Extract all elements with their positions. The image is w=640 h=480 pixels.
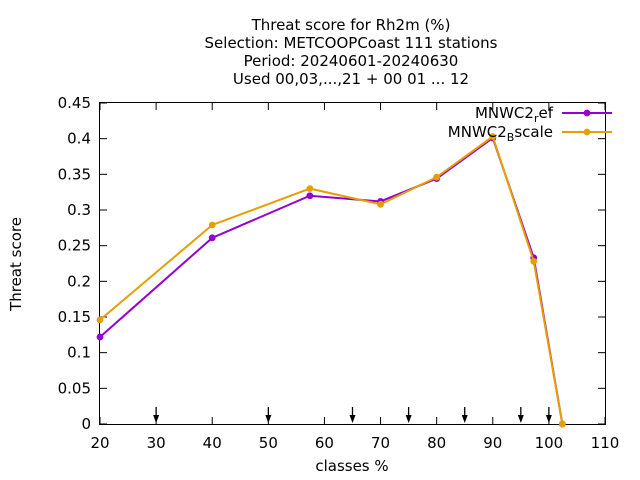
legend-swatch-marker	[583, 128, 591, 136]
x-tick-label: 60	[315, 434, 334, 452]
threshold-arrow	[461, 407, 468, 423]
data-point	[530, 257, 538, 265]
series-line	[99, 136, 564, 425]
x-axis-ticks: 20 30 40 50 60 70 80 90 100 110	[90, 103, 619, 452]
x-tick-label: 20	[90, 434, 109, 452]
series-2	[96, 133, 566, 428]
y-axis-label: Threat score	[7, 217, 25, 312]
data-point	[306, 185, 314, 193]
legend-label: MNWC2ref	[475, 104, 554, 125]
y-tick-label: 0.2	[67, 272, 91, 290]
series-line	[99, 134, 564, 425]
y-tick-label: 0.45	[58, 94, 91, 112]
legend-entry: MNWC2Bscale	[448, 123, 612, 144]
series-1	[96, 134, 566, 428]
title-line-4: Used 00,03,...,21 + 00 01 ... 12	[233, 70, 469, 88]
data-point	[377, 200, 384, 208]
x-tick-label: 80	[427, 434, 446, 452]
x-tick-label: 110	[591, 434, 620, 452]
data-point	[208, 234, 216, 242]
data-point	[96, 316, 104, 324]
data-point	[558, 420, 566, 428]
title-line-1: Threat score for Rh2m (%)	[251, 16, 451, 34]
y-tick-label: 0.35	[58, 165, 91, 183]
y-tick-label: 0.1	[67, 344, 91, 362]
y-tick-label: 0.25	[58, 237, 91, 255]
chart-title: Threat score for Rh2m (%) Selection: MET…	[205, 16, 498, 88]
threshold-arrow	[265, 407, 272, 423]
legend-label: MNWC2Bscale	[448, 123, 553, 144]
x-tick-label: 100	[535, 434, 564, 452]
threshold-arrow	[153, 407, 160, 423]
threshold-arrow	[349, 407, 356, 423]
threshold-arrow	[545, 407, 552, 423]
title-line-3: Period: 20240601-20240630	[244, 52, 459, 70]
threshold-arrows	[153, 407, 552, 423]
x-tick-label: 70	[371, 434, 390, 452]
plot-frame	[99, 102, 606, 425]
x-axis-label: classes %	[315, 457, 388, 475]
y-tick-label: 0.3	[67, 201, 91, 219]
x-tick-label: 40	[203, 434, 222, 452]
y-tick-label: 0	[81, 415, 91, 433]
data-point	[96, 333, 104, 341]
y-axis-ticks: 0 0.05 0.1 0.15 0.2 0.25 0.3 0.35 0.4 0.45	[58, 94, 605, 433]
y-tick-label: 0.15	[58, 308, 91, 326]
x-tick-label: 30	[147, 434, 166, 452]
data-point	[489, 133, 497, 140]
data-point	[208, 221, 216, 229]
threshold-arrow	[517, 407, 524, 423]
series-layer	[96, 133, 566, 428]
data-point	[306, 192, 314, 200]
x-tick-label: 50	[259, 434, 278, 452]
legend-swatch-marker	[583, 109, 591, 117]
threshold-arrow	[405, 407, 412, 423]
legend-entry: MNWC2ref	[475, 104, 612, 125]
x-tick-label: 90	[483, 434, 502, 452]
y-tick-label: 0.4	[67, 130, 91, 148]
title-line-2: Selection: METCOOPCoast 111 stations	[205, 34, 498, 52]
y-tick-label: 0.05	[58, 379, 91, 397]
data-point	[433, 173, 441, 181]
